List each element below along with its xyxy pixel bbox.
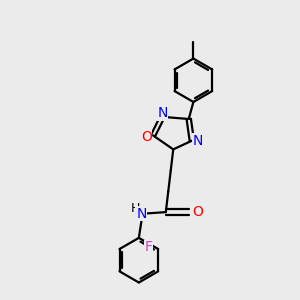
Text: H: H bbox=[131, 202, 140, 214]
Text: N: N bbox=[157, 106, 168, 120]
Text: N: N bbox=[136, 207, 146, 221]
Text: N: N bbox=[192, 134, 203, 148]
Text: O: O bbox=[192, 205, 203, 219]
Text: O: O bbox=[141, 130, 152, 144]
Text: F: F bbox=[144, 241, 152, 254]
